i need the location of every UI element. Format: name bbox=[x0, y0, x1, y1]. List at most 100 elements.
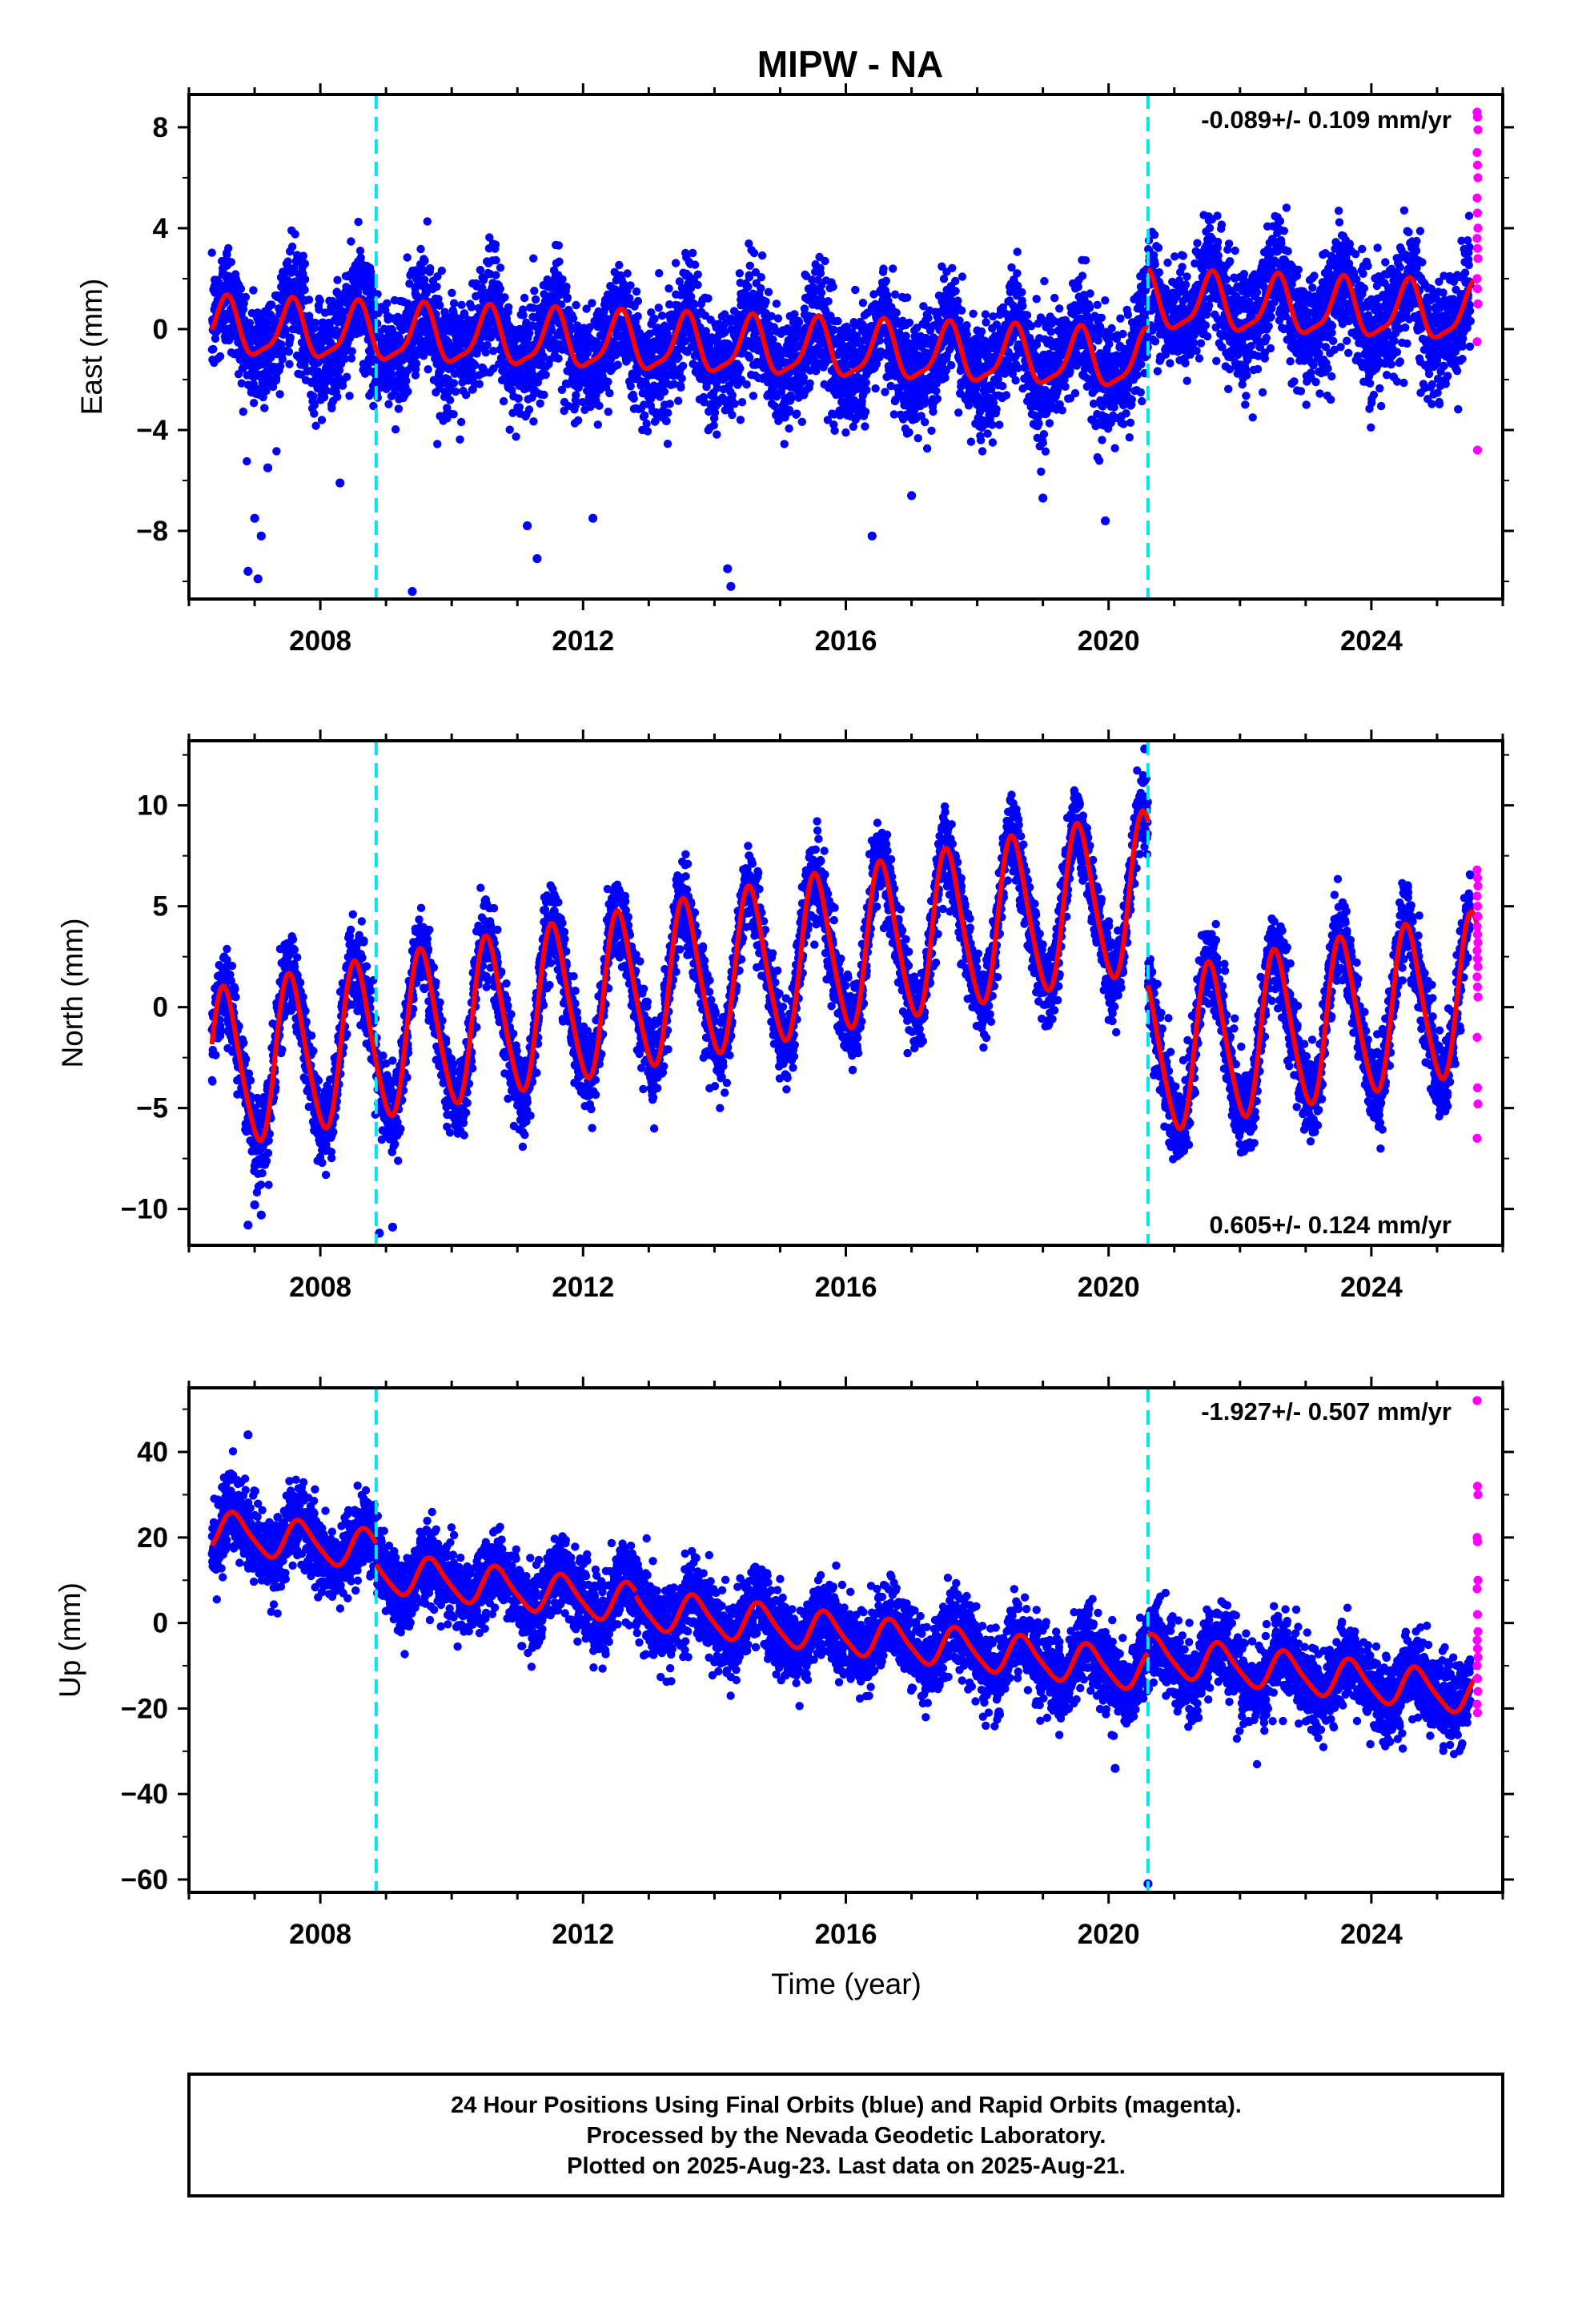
east-final-orbit-point bbox=[207, 248, 216, 257]
east-final-orbit-point bbox=[757, 283, 765, 293]
east-final-orbit-point bbox=[988, 438, 998, 447]
east-final-orbit-point bbox=[227, 258, 235, 267]
east-final-orbit-point bbox=[921, 417, 930, 427]
east-final-orbit-point bbox=[655, 269, 664, 278]
east-final-orbit-point bbox=[764, 287, 773, 296]
east-final-orbit-point bbox=[299, 251, 307, 260]
east-final-orbit-point bbox=[1055, 304, 1064, 313]
east-final-orbit-point bbox=[432, 282, 441, 292]
east-final-orbit-point bbox=[821, 256, 829, 266]
east-final-orbit-point bbox=[456, 417, 466, 427]
east-final-orbit-point bbox=[223, 251, 231, 259]
east-final-orbit-point bbox=[491, 240, 500, 249]
east-final-orbit-point bbox=[290, 263, 299, 272]
east-final-orbit-point bbox=[629, 394, 638, 403]
east-final-orbit-point bbox=[881, 276, 891, 285]
east-final-orbit-point bbox=[954, 296, 962, 305]
east-final-orbit-point bbox=[338, 381, 347, 390]
east-final-orbit-point bbox=[237, 379, 246, 388]
east-final-orbit-point bbox=[901, 332, 910, 340]
east-final-orbit-point bbox=[879, 264, 888, 273]
east-final-orbit-point bbox=[437, 266, 446, 275]
east-final-orbit-point bbox=[713, 430, 721, 439]
east-final-orbit-point bbox=[404, 387, 412, 396]
east-final-orbit-point bbox=[369, 401, 378, 411]
east-final-orbit-point bbox=[929, 407, 938, 416]
east-final-orbit-point bbox=[1040, 276, 1049, 286]
east-final-orbit-point bbox=[241, 292, 251, 302]
east-final-orbit-point bbox=[626, 281, 635, 290]
east-final-orbit-point bbox=[347, 347, 356, 356]
east-final-orbit-point bbox=[536, 399, 544, 408]
east-final-orbit-point bbox=[572, 300, 580, 310]
east-final-orbit-point bbox=[325, 320, 334, 330]
east-final-orbit-point bbox=[947, 360, 956, 370]
east-final-orbit-point bbox=[664, 408, 673, 417]
east-final-orbit-point bbox=[932, 387, 941, 396]
east-final-orbit-point bbox=[562, 282, 571, 292]
east-final-orbit-point bbox=[922, 444, 932, 453]
east-final-orbit-point bbox=[333, 392, 342, 401]
east-final-orbit-point bbox=[745, 353, 754, 362]
east-final-orbit-point bbox=[260, 404, 269, 412]
east-final-orbit-point bbox=[471, 360, 480, 370]
east-final-orbit-point bbox=[412, 359, 421, 368]
east-final-orbit-point bbox=[492, 271, 500, 279]
east-final-orbit-point bbox=[736, 416, 745, 424]
east-final-orbit-point bbox=[958, 306, 966, 315]
east-final-orbit-point bbox=[572, 391, 580, 400]
east-final-orbit-point bbox=[790, 310, 799, 319]
east-final-orbit-point bbox=[861, 408, 870, 416]
east-final-orbit-point bbox=[966, 437, 976, 446]
east-final-orbit-point bbox=[640, 411, 649, 420]
east-final-orbit-point bbox=[558, 275, 567, 283]
east-final-orbit-point bbox=[704, 294, 713, 303]
east-final-orbit-point bbox=[355, 247, 365, 255]
east-final-orbit-point bbox=[403, 253, 412, 262]
east-final-orbit-point bbox=[674, 353, 683, 362]
east-final-orbit-point bbox=[568, 314, 578, 323]
east-final-orbit-point bbox=[830, 426, 839, 435]
east-final-orbit-point bbox=[785, 424, 793, 433]
east-final-orbit-point bbox=[674, 396, 683, 405]
east-final-orbit-point bbox=[1038, 438, 1048, 448]
east-final-orbit-point bbox=[317, 416, 327, 424]
east-final-orbit-point bbox=[588, 299, 596, 308]
east-final-orbit-point bbox=[615, 260, 624, 270]
east-final-orbit-point bbox=[262, 386, 271, 396]
east-final-orbit-point bbox=[1050, 293, 1059, 303]
chart-title: MIPW - NA bbox=[757, 43, 944, 85]
east-final-orbit-point bbox=[1018, 287, 1026, 297]
east-final-orbit-point bbox=[593, 420, 602, 429]
east-final-orbit-point bbox=[793, 409, 801, 418]
east-final-orbit-point bbox=[1094, 456, 1104, 465]
east-final-orbit-point bbox=[391, 425, 400, 434]
east-final-orbit-point bbox=[816, 269, 825, 278]
east-final-orbit-point bbox=[962, 330, 972, 339]
east-final-orbit-point bbox=[851, 285, 860, 295]
east-final-orbit-point bbox=[519, 311, 528, 320]
east-final-orbit-point bbox=[1026, 333, 1034, 343]
east-final-orbit-point bbox=[505, 425, 514, 434]
east-final-orbit-point bbox=[343, 372, 351, 381]
east-final-orbit-point bbox=[709, 421, 718, 430]
east-final-orbit-point bbox=[345, 392, 354, 400]
east-final-orbit-point bbox=[1032, 295, 1041, 304]
east-final-orbit-point bbox=[799, 373, 808, 382]
east-final-orbit-point bbox=[677, 374, 686, 383]
east-final-orbit-point bbox=[951, 276, 960, 286]
east-final-orbit-point bbox=[259, 392, 267, 402]
east-final-orbit-point bbox=[249, 380, 258, 388]
east-final-orbit-point bbox=[976, 436, 986, 444]
east-final-orbit-point bbox=[311, 318, 319, 328]
east-final-orbit-point bbox=[402, 376, 411, 385]
east-final-orbit-point bbox=[449, 299, 459, 308]
east-final-orbit-point bbox=[1093, 300, 1102, 309]
east-final-orbit-point bbox=[448, 288, 456, 297]
east-final-orbit-point bbox=[981, 310, 990, 319]
east-final-orbit-point bbox=[394, 404, 404, 413]
east-final-orbit-point bbox=[327, 404, 336, 412]
east-final-orbit-point bbox=[757, 273, 765, 282]
east-final-orbit-point bbox=[1037, 467, 1046, 476]
